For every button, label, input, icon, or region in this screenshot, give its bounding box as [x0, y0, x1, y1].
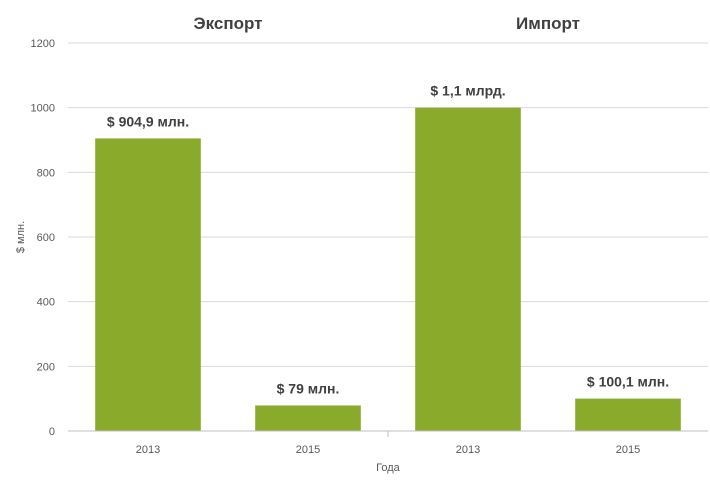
y-tick-label: 0: [49, 426, 55, 438]
x-tick-label: 2015: [616, 444, 640, 456]
y-tick-label: 600: [37, 232, 55, 244]
bar: [255, 405, 361, 431]
x-axis-title: Года: [376, 462, 401, 474]
y-tick-label: 200: [37, 361, 55, 373]
y-axis-ticks: 0 200 400 600 800 1000 1200: [31, 38, 55, 438]
x-tick-label: 2013: [136, 444, 160, 456]
data-label: $ 79 млн.: [277, 380, 340, 396]
bar: [415, 107, 521, 432]
x-axis-ticks: 2013 2015 2013 2015: [136, 444, 640, 456]
y-tick-label: 800: [37, 167, 55, 179]
x-tick-label: 2015: [296, 444, 320, 456]
y-tick-label: 1000: [31, 103, 55, 115]
data-label: $ 100,1 млн.: [587, 374, 669, 390]
y-axis-title: $ млн.: [15, 221, 27, 253]
data-labels: $ 904,9 млн. $ 79 млн. $ 1,1 млрд. $ 100,1 …: [107, 83, 669, 397]
bars: [95, 107, 681, 432]
y-tick-label: 400: [37, 297, 55, 309]
data-label: $ 904,9 млн.: [107, 113, 189, 129]
x-tick-label: 2013: [456, 444, 480, 456]
bar: [575, 398, 681, 431]
y-tick-label: 1200: [31, 38, 55, 50]
group-title: Импорт: [516, 14, 580, 33]
group-titles: Экспорт Импорт: [194, 14, 580, 33]
data-label: $ 1,1 млрд.: [430, 83, 505, 99]
group-title: Экспорт: [194, 14, 263, 33]
bar: [95, 138, 201, 432]
